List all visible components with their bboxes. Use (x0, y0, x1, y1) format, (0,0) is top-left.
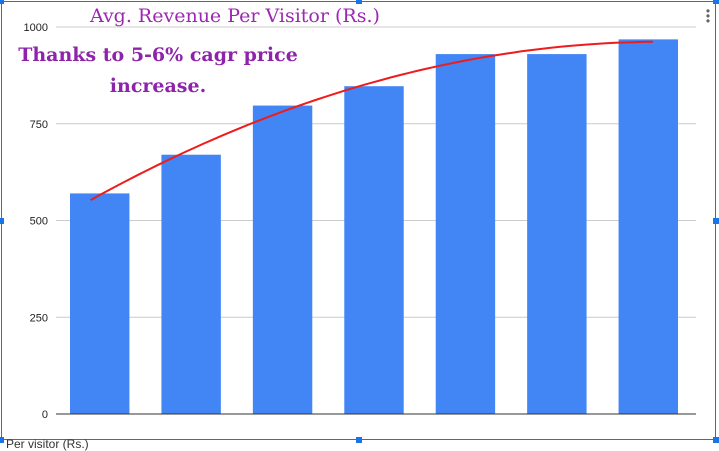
bar[interactable] (344, 86, 404, 414)
y-tick-label: 500 (30, 216, 48, 228)
resize-handle-middle-right[interactable] (713, 218, 719, 224)
chart-footer-label: Per visitor (Rs.) (6, 437, 89, 451)
bar[interactable] (527, 54, 587, 415)
resize-handle-bottom-right[interactable] (713, 437, 719, 443)
bar[interactable] (252, 105, 313, 414)
resize-handle-top-right[interactable] (713, 0, 719, 4)
y-axis-ticks: 0 250 500 750 1000 (24, 22, 48, 421)
bar[interactable] (618, 39, 678, 414)
bar[interactable] (435, 54, 496, 415)
chart-title: Avg. Revenue Per Visitor (Rs.) (90, 5, 380, 27)
bars (70, 39, 678, 415)
y-tick-label: 1000 (24, 22, 48, 34)
bar[interactable] (161, 154, 221, 414)
more-vert-icon[interactable]: • • • (705, 4, 711, 28)
resize-handle-middle-left[interactable] (0, 218, 4, 224)
y-tick-label: 250 (30, 312, 48, 324)
trendline (90, 40, 653, 201)
chart-annotation: Thanks to 5-6% cagr price increase. (18, 44, 298, 97)
y-tick-label: 0 (42, 409, 48, 421)
resize-handle-bottom-center[interactable] (356, 437, 362, 443)
y-tick-label: 750 (30, 119, 48, 131)
resize-handle-top-center[interactable] (356, 0, 362, 4)
resize-handle-bottom-left[interactable] (0, 437, 4, 443)
bar[interactable] (70, 193, 130, 414)
resize-handle-top-left[interactable] (0, 0, 4, 4)
